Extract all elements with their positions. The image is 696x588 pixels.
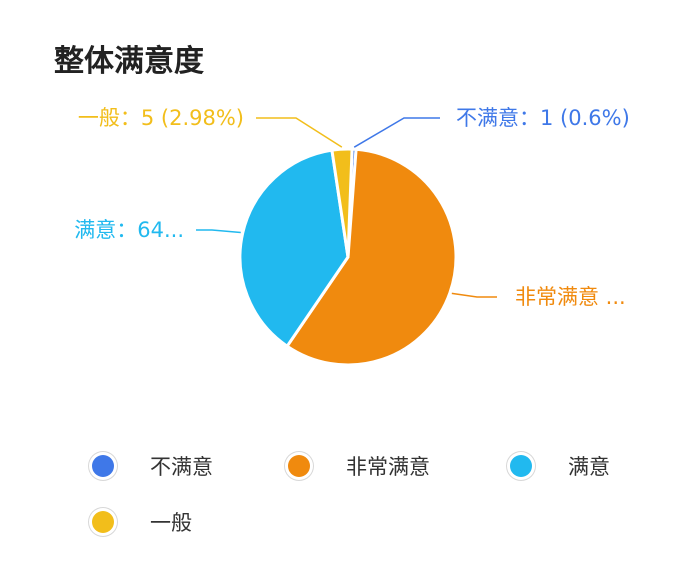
pie-slices	[238, 147, 458, 367]
slice-data-label: 一般：5 (2.98%)	[78, 106, 244, 130]
legend-marker	[288, 455, 310, 477]
leader-line	[196, 229, 241, 234]
slice-manyi[interactable]	[238, 148, 350, 348]
leader-line	[256, 117, 343, 148]
legend-label: 满意	[568, 455, 610, 479]
leader-line	[353, 117, 440, 148]
slice-labels: 不满意：1 (0.6%) 非常满意 ... 满意：64... 一般：5 (2.98%)	[74, 106, 630, 309]
slice-yiban[interactable]	[330, 147, 354, 259]
leader-line	[451, 292, 497, 298]
legend-label: 不满意	[150, 455, 213, 479]
legend-item-yiban[interactable]: 一般	[92, 504, 192, 540]
legend-item-feichang-manyi[interactable]: 非常满意	[288, 448, 430, 484]
legend-marker	[92, 455, 114, 477]
legend-item-bu-manyi[interactable]: 不满意	[92, 448, 213, 484]
slice-data-label: 不满意：1 (0.6%)	[456, 106, 630, 130]
slice-feichang-manyi[interactable]	[285, 147, 458, 367]
slice-data-label: 非常满意 ...	[515, 285, 626, 309]
slice-data-label: 满意：64...	[74, 218, 184, 242]
legend-marker	[92, 511, 114, 533]
legend-marker	[510, 455, 532, 477]
legend-item-manyi[interactable]: 满意	[510, 448, 610, 484]
leader-lines	[196, 117, 497, 298]
legend-label: 非常满意	[346, 455, 430, 479]
legend-label: 一般	[150, 511, 192, 535]
chart-title: 整体满意度	[54, 44, 204, 79]
